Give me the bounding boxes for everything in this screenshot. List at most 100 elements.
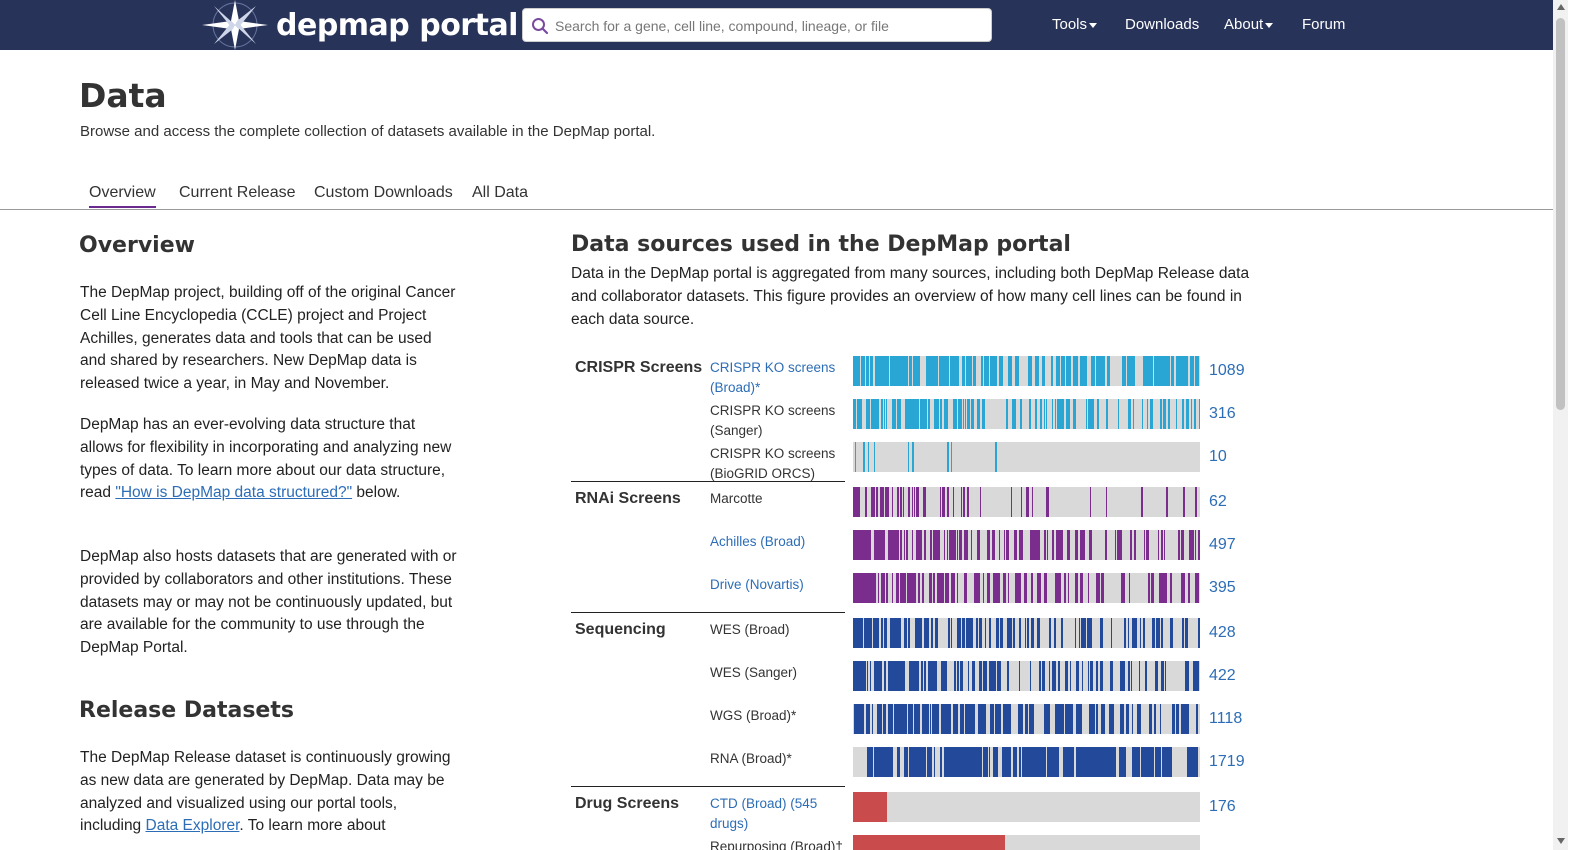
source-label[interactable]: Achilles (Broad) [710, 534, 806, 549]
bar-tick [1068, 704, 1071, 734]
bar-tick [1066, 356, 1071, 386]
bar-tick [867, 573, 870, 603]
bar-tick [947, 704, 951, 734]
bar-tick [896, 530, 900, 560]
bar-tick [1007, 573, 1010, 603]
bar-tick [857, 399, 860, 429]
source-bar [853, 530, 1200, 560]
bar-tick [861, 356, 864, 386]
nav-about-label: About [1224, 16, 1264, 33]
bar-tick [964, 747, 970, 777]
tab-current-release[interactable]: Current Release [179, 184, 296, 201]
bar-tick [914, 661, 917, 691]
bar-tick [853, 530, 855, 560]
source-count: 316 [1209, 405, 1236, 422]
search-input[interactable] [553, 13, 987, 39]
bar-tick [929, 704, 932, 734]
bar-tick [1130, 530, 1132, 560]
bar-tick [1125, 704, 1129, 734]
bar-tick [1012, 618, 1016, 648]
bar-tick [894, 356, 899, 386]
scroll-thumb[interactable] [1556, 18, 1565, 410]
depmap-logo[interactable]: depmap portal [198, 0, 518, 50]
bar-tick [925, 618, 928, 648]
bar-tick [949, 530, 951, 560]
bar-tick [1044, 573, 1047, 603]
bar-tick [1030, 704, 1033, 734]
bar-tick [913, 487, 915, 517]
nav-forum[interactable]: Forum [1302, 16, 1346, 33]
scroll-up-arrow-icon[interactable] [1557, 4, 1565, 10]
bar-tick [976, 530, 980, 560]
bar-tick [1127, 399, 1129, 429]
bar-tick [966, 618, 969, 648]
global-search[interactable] [522, 8, 992, 42]
source-label[interactable]: CRISPR KO screens (Broad)* [710, 360, 836, 395]
bar-tick [874, 356, 878, 386]
bar-tick [1165, 487, 1168, 517]
bar-tick [1020, 399, 1022, 429]
bar-tick [908, 487, 910, 517]
bar-tick [1149, 399, 1152, 429]
bar-tick [909, 747, 915, 777]
bar-tick [1177, 530, 1180, 560]
bar-tick [1148, 573, 1150, 603]
bar-tick [930, 530, 932, 560]
tab-overview[interactable]: Overview [89, 184, 156, 208]
bar-tick [1184, 704, 1189, 734]
bar-tick [897, 747, 901, 777]
bar-tick [1019, 747, 1022, 777]
bar-tick [962, 618, 965, 648]
bar-tick [959, 399, 962, 429]
data-explorer-link[interactable]: Data Explorer [145, 817, 240, 835]
scroll-down-arrow-icon[interactable] [1557, 838, 1565, 844]
bar-tick [905, 356, 907, 386]
bar-tick [1106, 356, 1109, 386]
bar-tick [964, 399, 966, 429]
bar-tick [1098, 573, 1101, 603]
bar-tick [1025, 618, 1027, 648]
bar-tick [892, 530, 895, 560]
bar-tick [966, 530, 969, 560]
nav-downloads[interactable]: Downloads [1125, 16, 1200, 33]
page-scrollbar[interactable] [1553, 0, 1568, 850]
bar-tick [882, 356, 888, 386]
bar-tick [1003, 573, 1006, 603]
bar-tick [1055, 573, 1059, 603]
bar-tick [911, 487, 914, 517]
bar-tick [1043, 530, 1046, 560]
bar-tick [922, 487, 925, 517]
bar-tick [1058, 530, 1061, 560]
data-structure-link[interactable]: "How is DepMap data structured?" [115, 484, 353, 502]
bar-tick [873, 399, 877, 429]
bar-tick [1040, 399, 1043, 429]
bar-tick [947, 573, 949, 603]
source-label[interactable]: Drive (Novartis) [710, 577, 804, 592]
bar-tick [931, 618, 934, 648]
bar-tick [1089, 618, 1092, 648]
source-label[interactable]: CTD (Broad) (545 drugs) [710, 796, 818, 831]
bar-tick [1007, 661, 1009, 691]
bar-tick [942, 573, 945, 603]
nav-about[interactable]: About [1224, 16, 1274, 33]
bar-tick [966, 356, 971, 386]
bar-tick [903, 356, 906, 386]
nav-tools[interactable]: Tools [1052, 16, 1098, 33]
tab-custom-downloads[interactable]: Custom Downloads [314, 184, 453, 201]
bar-tick [878, 747, 884, 777]
tab-all-data[interactable]: All Data [472, 184, 529, 201]
bar-tick [870, 573, 874, 603]
bar-tick [885, 747, 888, 777]
bar-tick [1152, 573, 1154, 603]
bar-tick [1089, 399, 1091, 429]
bar-tick [908, 704, 912, 734]
bar-tick [989, 356, 993, 386]
bar-tick [1083, 747, 1088, 777]
source-label: WES (Broad) [710, 622, 790, 637]
bar-tick [919, 530, 922, 560]
bar-tick [1089, 530, 1093, 560]
bar-tick [1007, 356, 1013, 386]
bar-tick [903, 530, 906, 560]
bar-tick [979, 661, 982, 691]
bar-tick [1122, 661, 1124, 691]
